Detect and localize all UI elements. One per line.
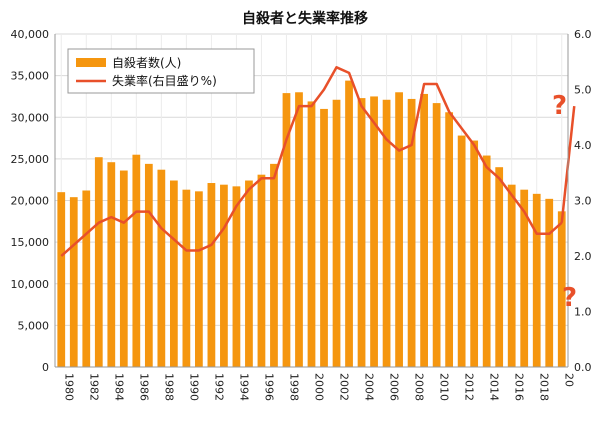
right-axis-tick-label: 4.0 (574, 139, 592, 152)
bar (232, 186, 241, 367)
x-axis-tick-label: 1986 (137, 373, 150, 401)
bar (169, 180, 178, 367)
x-axis-tick-label: 1996 (262, 373, 275, 401)
chart-title: 自殺者と失業率推移 (242, 10, 368, 27)
bar (482, 155, 491, 367)
right-axis-ticks: 0.0 1.0 2.0 3.0 4.0 5.0 6.0 (574, 28, 592, 374)
bar (320, 108, 328, 368)
x-axis-tick-label: 1988 (162, 373, 175, 401)
left-axis-tick-label: 10,000 (11, 278, 50, 291)
legend: 自殺者数(人) 失業率(右目盛り%) (67, 48, 255, 94)
right-axis-tick-label: 2.0 (574, 250, 592, 263)
bar (94, 157, 103, 367)
legend-bar-swatch (76, 58, 106, 67)
unemployment-line (60, 66, 563, 257)
left-axis-tick-label: 0 (42, 361, 49, 374)
x-axis-tick-label: 2006 (388, 373, 401, 401)
left-axis-tick-label: 40,000 (11, 28, 50, 41)
bar (144, 163, 153, 367)
annotation-question-upper: ? (552, 91, 567, 121)
left-axis-tick-label: 30,000 (11, 111, 50, 124)
bar (107, 162, 116, 367)
left-axis-tick-label: 35,000 (11, 70, 50, 83)
bar (407, 98, 416, 367)
bar (132, 154, 141, 367)
bar (57, 192, 66, 367)
bar-series (57, 80, 566, 368)
x-axis-tick-label: 1982 (87, 373, 100, 401)
bar (245, 180, 253, 367)
left-axis-tick-label: 25,000 (11, 153, 50, 166)
bar (220, 184, 228, 367)
bar (432, 103, 441, 367)
bar (495, 167, 504, 367)
left-axis-tick-label: 20,000 (11, 195, 50, 208)
bar (507, 184, 516, 367)
legend-box (67, 48, 255, 94)
right-axis-tick-label: 1.0 (574, 306, 592, 319)
x-axis-tick-label: 2014 (488, 373, 501, 401)
x-axis-tick-label: 20 (563, 373, 576, 387)
annotation-question-lower: ? (562, 283, 577, 313)
bar (295, 92, 303, 368)
bar (307, 101, 316, 368)
x-axis-tick-label: 2004 (363, 373, 376, 401)
bar (470, 140, 479, 367)
bar (457, 135, 466, 367)
bar (82, 190, 91, 367)
x-axis-tick-label: 2010 (438, 373, 451, 401)
bar (69, 197, 78, 367)
bar (119, 170, 128, 367)
bar (520, 189, 529, 367)
x-axis-tick-label: 2008 (413, 373, 426, 401)
right-axis-tick-label: 0.0 (574, 361, 592, 374)
left-axis-tick-label: 15,000 (11, 236, 50, 249)
bar (532, 193, 541, 367)
bar (332, 99, 341, 367)
legend-line-label: 失業率(右目盛り%) (112, 73, 217, 88)
bar (157, 169, 166, 367)
x-axis-tick-label: 2012 (463, 373, 476, 401)
x-axis-tick-label: 2016 (513, 373, 526, 401)
right-axis-tick-label: 6.0 (574, 28, 592, 41)
bar (257, 174, 266, 367)
bar (545, 198, 554, 367)
bar (182, 189, 191, 367)
x-axis-tick-label: 1994 (237, 373, 250, 401)
x-axis-tick-label: 1992 (212, 373, 225, 401)
bar (557, 211, 566, 367)
x-axis-tick-label: 2000 (313, 373, 326, 401)
x-axis-tick-label: 1990 (187, 373, 200, 401)
bar (420, 93, 428, 367)
x-axis-tick-label: 1980 (62, 373, 75, 401)
left-axis-tick-label: 5,000 (18, 319, 50, 332)
axes (54, 34, 569, 368)
bar (357, 98, 366, 367)
x-axis-tick-label: 1998 (287, 373, 300, 401)
bar (382, 99, 391, 367)
bar (207, 183, 216, 367)
bar (395, 92, 403, 368)
right-axis-tick-label: 5.0 (574, 84, 592, 97)
bar (282, 93, 291, 368)
bar (445, 112, 454, 367)
right-axis-tick-label: 3.0 (574, 195, 592, 208)
x-axis-tick-label: 2018 (538, 373, 551, 401)
bar (345, 80, 353, 368)
legend-bar-label: 自殺者数(人) (112, 55, 181, 70)
x-axis-tick-label: 1984 (112, 373, 125, 401)
x-axis-ticks: 1980 1982 1984 1986 1988 1990 1992 1994 1996 1998… (62, 373, 575, 401)
bar (195, 191, 203, 367)
x-axis-tick-label: 2002 (338, 373, 351, 401)
left-axis-ticks: 0 5,000 10,000 15,000 20,000 25,000 30,000 35,0… (11, 28, 50, 374)
bar (270, 163, 278, 367)
bar (370, 96, 378, 367)
